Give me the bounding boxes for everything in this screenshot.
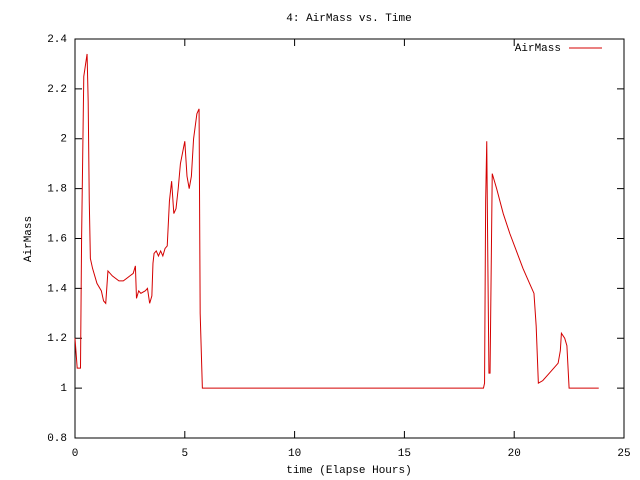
legend-label: AirMass <box>515 43 561 55</box>
y-tick-label: 2.4 <box>47 34 67 46</box>
y-tick-label: 1.8 <box>47 184 67 196</box>
y-tick-label: 2 <box>60 134 67 146</box>
chart-title: 4: AirMass vs. Time <box>286 13 411 25</box>
x-tick-label: 0 <box>72 448 79 460</box>
y-axis-label: AirMass <box>23 216 35 262</box>
x-tick-label: 5 <box>181 448 188 460</box>
y-tick-label: 1.4 <box>47 283 67 295</box>
x-axis-label: time (Elapse Hours) <box>286 465 411 477</box>
y-tick-label: 1 <box>60 383 67 395</box>
x-tick-label: 25 <box>617 448 630 460</box>
y-tick-label: 0.8 <box>47 433 67 445</box>
y-tick-label: 2.2 <box>47 84 67 96</box>
y-tick-label: 1.6 <box>47 233 67 245</box>
x-tick-label: 15 <box>398 448 411 460</box>
data-line <box>74 53 599 389</box>
x-tick-label: 10 <box>288 448 301 460</box>
x-tick-label: 20 <box>508 448 521 460</box>
y-tick-label: 1.2 <box>47 333 67 345</box>
